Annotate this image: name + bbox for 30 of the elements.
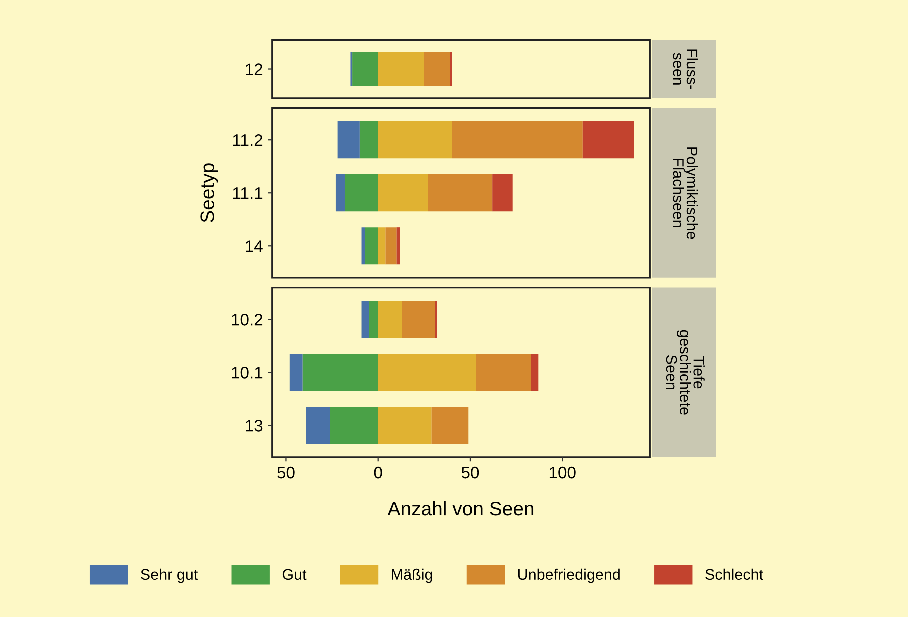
legend-label: Mäßig (392, 568, 432, 584)
y-tick-label: 14 (246, 240, 263, 252)
legend-label: Unbefriedigend (518, 568, 620, 584)
x-tick-label: 100 (550, 466, 576, 479)
bar (378, 122, 452, 159)
bar (492, 174, 513, 212)
bar (582, 122, 634, 159)
bar (378, 228, 386, 265)
bar (378, 174, 428, 212)
text: Polymiktische Flachseen (673, 148, 698, 240)
bar (386, 228, 397, 265)
y-tick-label: 13 (246, 420, 263, 432)
legend-label: Gut (282, 569, 307, 580)
bar (428, 174, 493, 212)
x-tick-label: 50 (462, 466, 480, 479)
y-tick-label: 10.1 (232, 367, 263, 379)
y-tick-label: 10.2 (232, 314, 263, 326)
x-tick-label: 50 (278, 466, 295, 479)
y-tick-label: 12 (246, 64, 263, 76)
y-axis-title: Seetyp (200, 164, 218, 222)
x-axis-title: Anzahl von Seen (388, 501, 534, 516)
x-tick-label: 0 (374, 466, 382, 479)
legend-label: Schlecht (706, 568, 764, 580)
y-tick-label: 11.2 (233, 134, 263, 146)
bar (396, 228, 400, 265)
text: Fluss- seen (673, 50, 698, 90)
y-tick-label: 11.1 (233, 188, 263, 200)
legend-label: Sehr gut (141, 568, 198, 584)
bar (452, 122, 583, 159)
text: Tiefe geschichtete Seen (666, 330, 705, 415)
